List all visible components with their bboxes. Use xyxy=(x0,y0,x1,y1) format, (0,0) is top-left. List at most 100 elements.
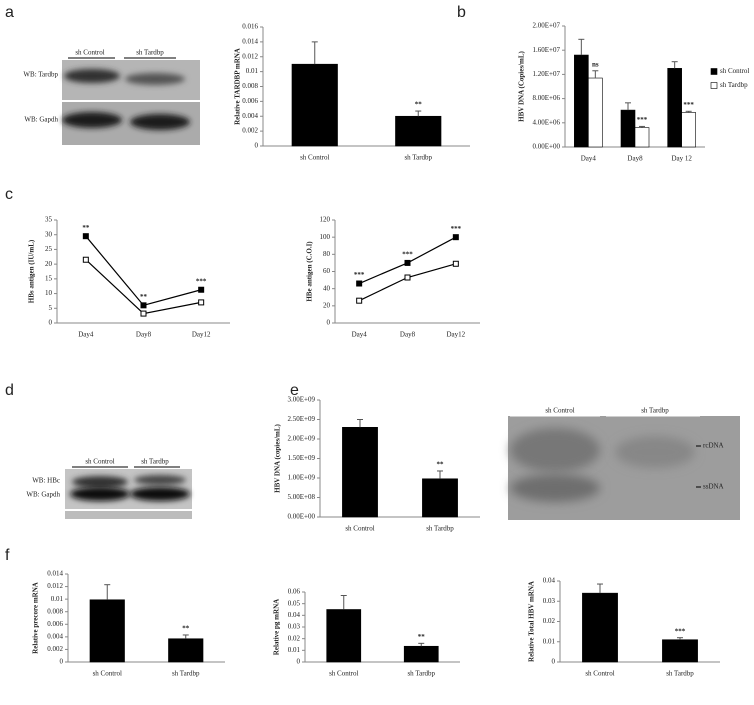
southern-blot: sh Control sh Tardbp rcDNA ssDNA xyxy=(508,407,740,520)
lane-label: sh Tardbp xyxy=(136,49,164,57)
bar xyxy=(89,599,125,663)
marker xyxy=(82,256,89,263)
bar xyxy=(326,609,362,663)
x-tick-label: sh Control xyxy=(93,670,122,678)
bar xyxy=(422,478,458,518)
western-blot: sh Control sh Tardbp WB: HBc WB: Gapdh xyxy=(26,458,192,519)
y-tick-label: 0.02 xyxy=(288,634,301,642)
significance: ** xyxy=(437,461,445,469)
y-tick-label: 0.04 xyxy=(543,577,556,585)
x-tick-label: Day4 xyxy=(581,155,597,163)
y-axis-label: HBe antigen (C.O.I) xyxy=(306,241,314,302)
significance: ** xyxy=(418,633,426,641)
y-tick-label: 0.008 xyxy=(242,82,258,90)
y-tick-label: 0.012 xyxy=(47,582,63,590)
x-tick-label: Day12 xyxy=(446,331,465,339)
marker xyxy=(452,260,459,267)
x-tick-label: Day4 xyxy=(352,331,368,339)
y-tick-label: 0 xyxy=(327,319,331,327)
band-label: rcDNA xyxy=(703,442,724,450)
significance: *** xyxy=(451,225,462,233)
line xyxy=(358,263,456,302)
y-axis-label: Relative precore mRNA xyxy=(32,582,40,654)
marker xyxy=(356,280,363,287)
y-tick-label: 2.50E+09 xyxy=(288,415,316,423)
y-tick-label: 5 xyxy=(49,304,53,312)
x-tick-label: sh Tardbp xyxy=(407,670,435,678)
y-tick-label: 2.00E+09 xyxy=(288,435,316,443)
significance: *** xyxy=(637,116,648,124)
y-tick-label: 0.04 xyxy=(288,611,301,619)
y-axis-label: Relative TARDBP mRNA xyxy=(234,48,242,125)
y-tick-label: 0.01 xyxy=(288,646,301,654)
y-tick-label: 0 xyxy=(255,142,259,150)
y-tick-label: 1.60E+07 xyxy=(533,46,561,54)
significance: *** xyxy=(402,251,413,259)
y-tick-label: 0 xyxy=(552,658,556,666)
significance: ** xyxy=(140,293,148,301)
y-tick-label: 1.20E+07 xyxy=(533,70,561,78)
x-tick-label: sh Tardbp xyxy=(666,670,694,678)
y-tick-label: 0.006 xyxy=(47,620,63,628)
y-tick-label: 15 xyxy=(45,274,53,282)
bar xyxy=(634,127,650,148)
band xyxy=(130,487,190,501)
y-tick-label: 1.00E+09 xyxy=(288,474,316,482)
band xyxy=(64,69,120,83)
bar xyxy=(681,112,696,148)
panel-letter: b xyxy=(457,4,466,21)
y-tick-label: 2.00E+07 xyxy=(533,22,561,30)
band xyxy=(125,73,185,85)
y-tick-label: 80 xyxy=(323,250,331,258)
y-tick-label: 8.00E+06 xyxy=(533,94,561,102)
y-tick-label: 40 xyxy=(323,284,331,292)
y-tick-label: 0 xyxy=(60,658,64,666)
y-tick-label: 5.00E+08 xyxy=(288,493,316,501)
bar xyxy=(662,639,698,663)
significance: ** xyxy=(415,101,423,109)
bar xyxy=(620,109,636,148)
lane-label: sh Tardbp xyxy=(141,458,169,466)
significance: ** xyxy=(182,625,190,633)
bar xyxy=(574,54,589,148)
y-tick-label: 0 xyxy=(49,319,53,327)
bar xyxy=(582,592,618,663)
blot-strip xyxy=(65,511,192,519)
x-tick-label: sh Tardbp xyxy=(172,670,200,678)
y-tick-label: 0.01 xyxy=(51,595,64,603)
row-label: WB: Gapdh xyxy=(24,116,58,124)
y-tick-label: 3.00E+09 xyxy=(288,396,316,404)
bar xyxy=(168,638,204,663)
smear xyxy=(615,436,695,468)
lane-label: sh Control xyxy=(75,49,104,57)
panel-letter: e xyxy=(290,382,299,399)
y-axis-label: HBs antigen (IU/mL) xyxy=(28,239,36,303)
significance: ** xyxy=(82,224,90,232)
y-tick-label: 0.008 xyxy=(47,607,63,615)
x-tick-label: sh Control xyxy=(300,154,329,162)
y-tick-label: 0.002 xyxy=(47,645,63,653)
y-tick-label: 20 xyxy=(323,301,331,309)
row-label: WB: HBc xyxy=(32,477,60,485)
marker xyxy=(198,299,205,306)
legend-label: sh Control xyxy=(720,67,749,75)
y-tick-label: 120 xyxy=(320,216,331,224)
bar xyxy=(667,68,682,148)
marker xyxy=(82,233,89,240)
significance: *** xyxy=(675,627,686,635)
x-tick-label: sh Control xyxy=(329,670,358,678)
y-tick-label: 30 xyxy=(45,230,53,238)
y-tick-label: 10 xyxy=(45,289,53,297)
western-blot: sh Control sh Tardbp WB: Tardbp WB: Gapd… xyxy=(23,49,200,145)
band xyxy=(72,476,128,488)
y-axis-label: HBV DNA (copies/mL) xyxy=(274,423,282,492)
marker xyxy=(198,286,205,293)
marker xyxy=(140,302,147,309)
y-tick-label: 0.004 xyxy=(242,112,258,120)
x-tick-label: sh Tardbp xyxy=(426,525,454,533)
y-tick-label: 25 xyxy=(45,245,53,253)
y-tick-label: 0.002 xyxy=(242,127,258,135)
bar xyxy=(291,63,338,147)
x-tick-label: sh Tardbp xyxy=(404,154,432,162)
